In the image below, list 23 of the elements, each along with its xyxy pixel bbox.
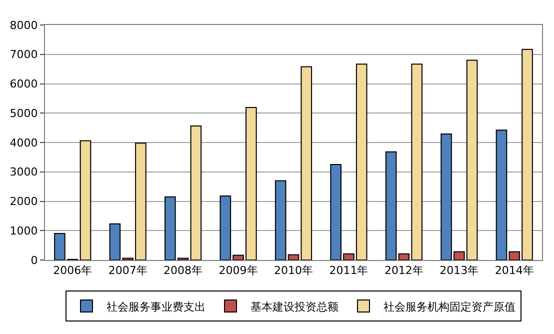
bar <box>190 126 202 260</box>
x-tick-label: 2007年 <box>108 264 148 278</box>
legend-label: 社会服务机构固定资产原值 <box>384 300 516 314</box>
y-tick-label: 7000 <box>10 48 38 62</box>
x-tick-label: 2008年 <box>164 264 203 278</box>
x-tick-label: 2012年 <box>384 264 424 278</box>
legend-label: 社会服务事业费支出 <box>106 300 206 314</box>
x-tick-label: 2006年 <box>53 264 92 278</box>
legend-label: 基本建设投资总额 <box>250 300 338 314</box>
y-tick-label: 0 <box>30 254 38 267</box>
y-tick-label: 5000 <box>10 106 38 120</box>
y-tick-label: 4000 <box>10 136 38 150</box>
x-tick-label: 2010年 <box>274 264 313 278</box>
y-tick-label: 2000 <box>10 195 38 208</box>
y-tick-label: 3000 <box>10 166 38 179</box>
bar <box>385 151 397 260</box>
x-tick-label: 2011年 <box>329 264 368 278</box>
x-tick-label: 2009年 <box>218 264 258 278</box>
y-tick-label: 8000 <box>10 18 38 32</box>
y-tick-label: 1000 <box>10 224 38 238</box>
x-tick-label: 2013年 <box>440 264 479 278</box>
x-tick-label: 2014年 <box>494 264 534 278</box>
y-tick-label: 6000 <box>10 78 38 91</box>
